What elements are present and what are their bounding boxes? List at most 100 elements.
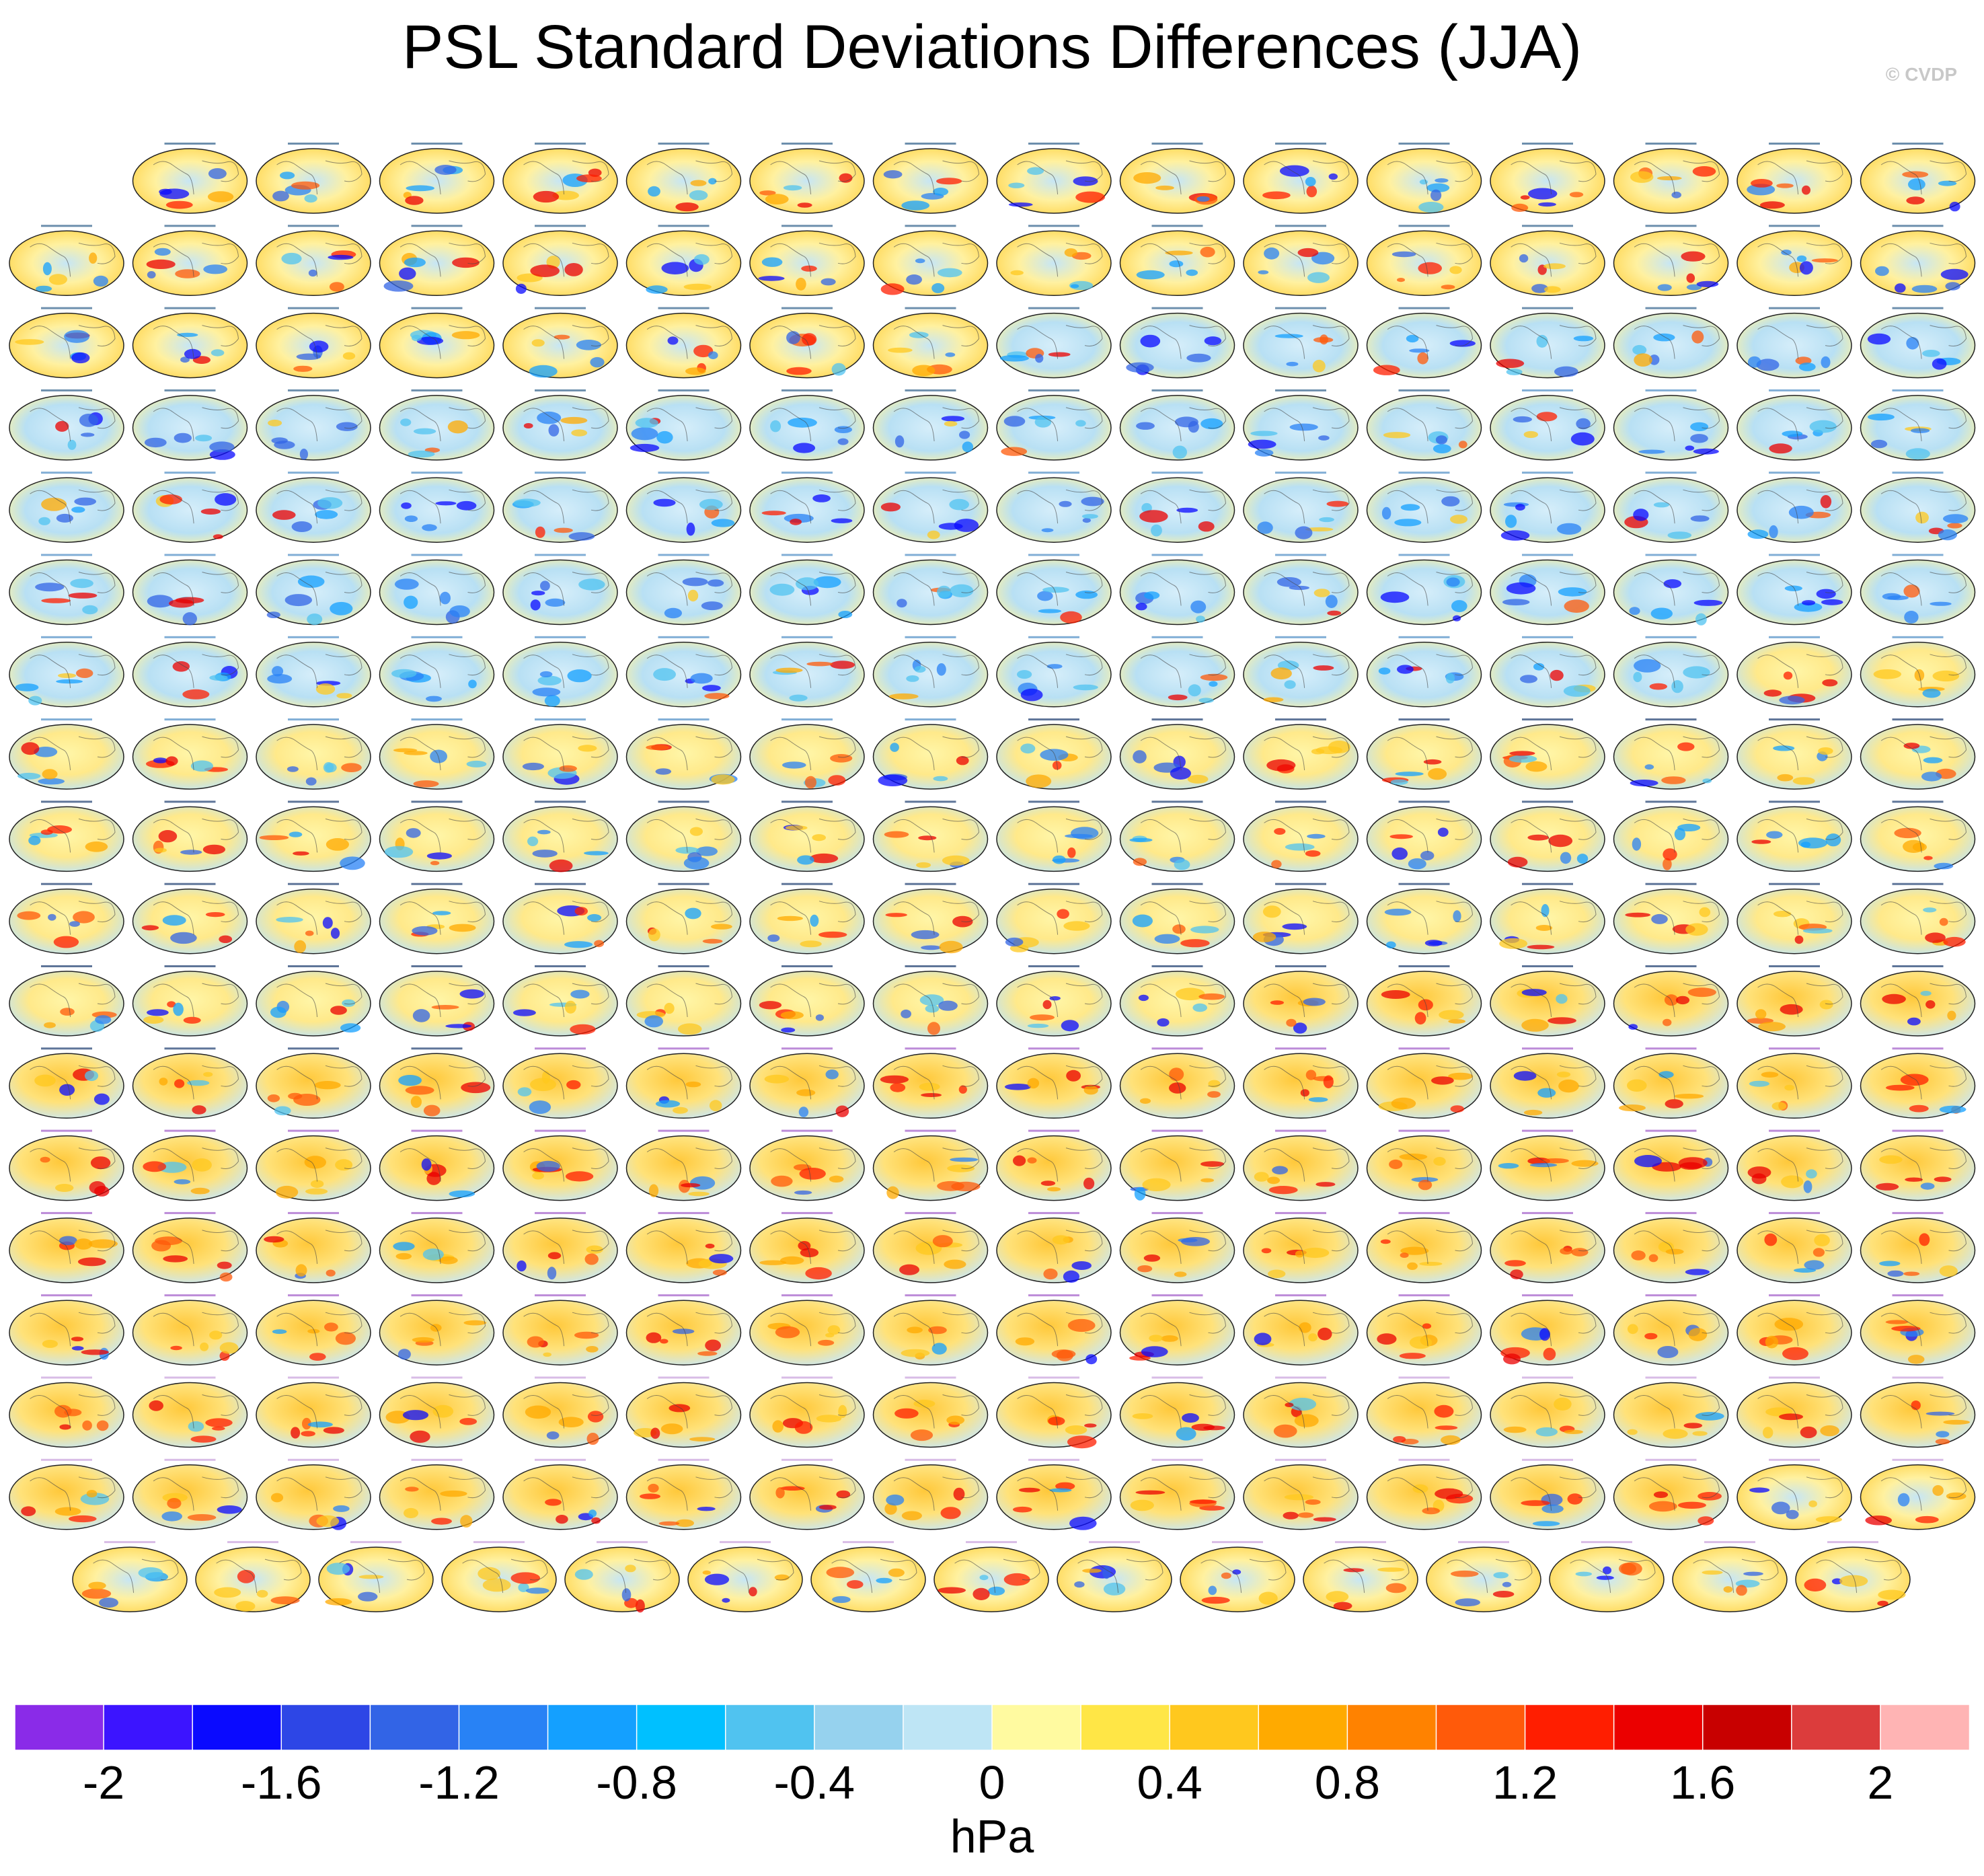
map-anomaly-blob: [770, 420, 781, 433]
map-anomaly-blob: [537, 829, 551, 835]
map-anomaly-blob: [1221, 1572, 1231, 1579]
map-anomaly-blob: [187, 1514, 217, 1521]
map-anomaly-blob: [1135, 1490, 1166, 1495]
map-coastline: [1880, 1148, 1967, 1182]
map-globe: [1860, 477, 1976, 543]
map-globe: [749, 806, 865, 872]
map-anomaly-blob: [426, 696, 442, 702]
map-anomaly-blob: [1751, 179, 1773, 188]
map-anomaly-blob: [1257, 521, 1273, 534]
panel-title-mark: [164, 883, 216, 885]
map-anomaly-blob: [1906, 337, 1919, 350]
map-anomaly-blob: [1764, 1233, 1778, 1246]
panel-title-mark: [781, 965, 833, 967]
map-coastline: [646, 736, 733, 771]
map-panel: [1490, 883, 1605, 954]
panel-title-mark: [535, 1211, 586, 1214]
map-globe: [502, 1053, 618, 1119]
map-globe: [1119, 1464, 1235, 1530]
map-anomaly-blob: [60, 1008, 75, 1016]
map-panel: [1613, 472, 1729, 543]
map-anomaly-blob: [1873, 669, 1901, 679]
map-anomaly-blob: [1393, 1436, 1406, 1443]
map-globe: [502, 312, 618, 379]
map-panel: [1366, 1294, 1482, 1365]
panel-title-mark: [535, 225, 586, 227]
map-anomaly-blob: [1312, 359, 1326, 373]
map-globe: [502, 724, 618, 790]
panel-title-mark: [1645, 1294, 1697, 1297]
map-panel: [625, 718, 742, 790]
map-anomaly-blob: [1939, 1105, 1967, 1114]
map-anomaly-blob: [1191, 1423, 1215, 1431]
map-anomaly-blob: [447, 420, 468, 434]
map-anomaly-blob: [673, 1106, 688, 1114]
map-coastline: [893, 1394, 980, 1429]
panel-title-mark: [411, 718, 463, 721]
map-anomaly-blob: [1702, 1570, 1723, 1575]
map-anomaly-blob: [440, 1490, 467, 1497]
map-anomaly-blob: [1630, 171, 1654, 183]
map-anomaly-blob: [304, 1156, 326, 1169]
map-coastline: [523, 1312, 609, 1347]
map-anomaly-blob: [394, 578, 419, 590]
map-panel: [749, 965, 865, 1037]
map-anomaly-blob: [576, 174, 602, 183]
map-anomaly-blob: [571, 429, 588, 437]
map-coastline: [523, 654, 609, 688]
map-anomaly-blob: [449, 1190, 475, 1198]
map-coastline: [1200, 1559, 1287, 1593]
map-anomaly-blob: [1690, 515, 1710, 522]
map-anomaly-blob: [912, 365, 936, 377]
map-globe: [996, 1053, 1112, 1119]
colorbar-tick-label: 0.8: [1314, 1756, 1381, 1809]
map-anomaly-blob: [1424, 940, 1443, 946]
map-globe: [1613, 1300, 1729, 1365]
map-anomaly-blob: [1326, 500, 1349, 507]
map-anomaly-blob: [1663, 1429, 1688, 1439]
map-anomaly-blob: [830, 661, 855, 669]
map-anomaly-blob: [523, 423, 533, 428]
map-panel: [1613, 800, 1729, 872]
map-anomaly-blob: [1327, 610, 1342, 616]
panel-title-mark: [1769, 225, 1820, 227]
map-anomaly-blob: [831, 518, 853, 523]
map-anomaly-blob: [1907, 1355, 1925, 1364]
map-anomaly-blob: [1558, 1079, 1579, 1093]
map-anomaly-blob: [413, 428, 436, 435]
map-anomaly-blob: [944, 1259, 966, 1269]
map-coastline: [1264, 1476, 1350, 1511]
map-anomaly-blob: [1507, 856, 1528, 868]
map-panel: [1737, 225, 1852, 297]
map-anomaly-blob: [1771, 1501, 1790, 1515]
map-anomaly-blob: [1630, 780, 1658, 787]
panel-title-mark: [1275, 225, 1326, 227]
map-coastline: [1757, 489, 1843, 524]
map-panel: [132, 472, 248, 543]
map-anomaly-blob: [1554, 366, 1578, 377]
map-anomaly-blob: [1736, 1585, 1747, 1596]
map-anomaly-blob: [1692, 1431, 1708, 1436]
map-panel: [379, 636, 495, 708]
map-anomaly-blob: [658, 1521, 680, 1526]
map-anomaly-blob: [574, 1331, 599, 1339]
map-anomaly-blob: [1320, 334, 1328, 345]
map-anomaly-blob: [1691, 330, 1704, 344]
panel-title-mark: [473, 1541, 525, 1544]
map-anomaly-blob: [1528, 188, 1558, 200]
map-coastline: [893, 572, 980, 606]
map-anomaly-blob: [434, 165, 457, 175]
map-coastline: [276, 572, 363, 606]
map-globe: [1613, 395, 1729, 461]
map-coastline: [1387, 1312, 1474, 1347]
map-coastline: [1634, 1148, 1720, 1182]
map-anomaly-blob: [1297, 248, 1319, 258]
map-anomaly-blob: [527, 836, 539, 847]
map-coastline: [893, 242, 980, 277]
map-globe: [996, 971, 1112, 1037]
map-coastline: [893, 489, 980, 524]
map-coastline: [276, 242, 363, 277]
panel-title-mark: [1398, 472, 1450, 474]
map-panel: [996, 1211, 1112, 1283]
map-anomaly-blob: [1165, 250, 1193, 256]
